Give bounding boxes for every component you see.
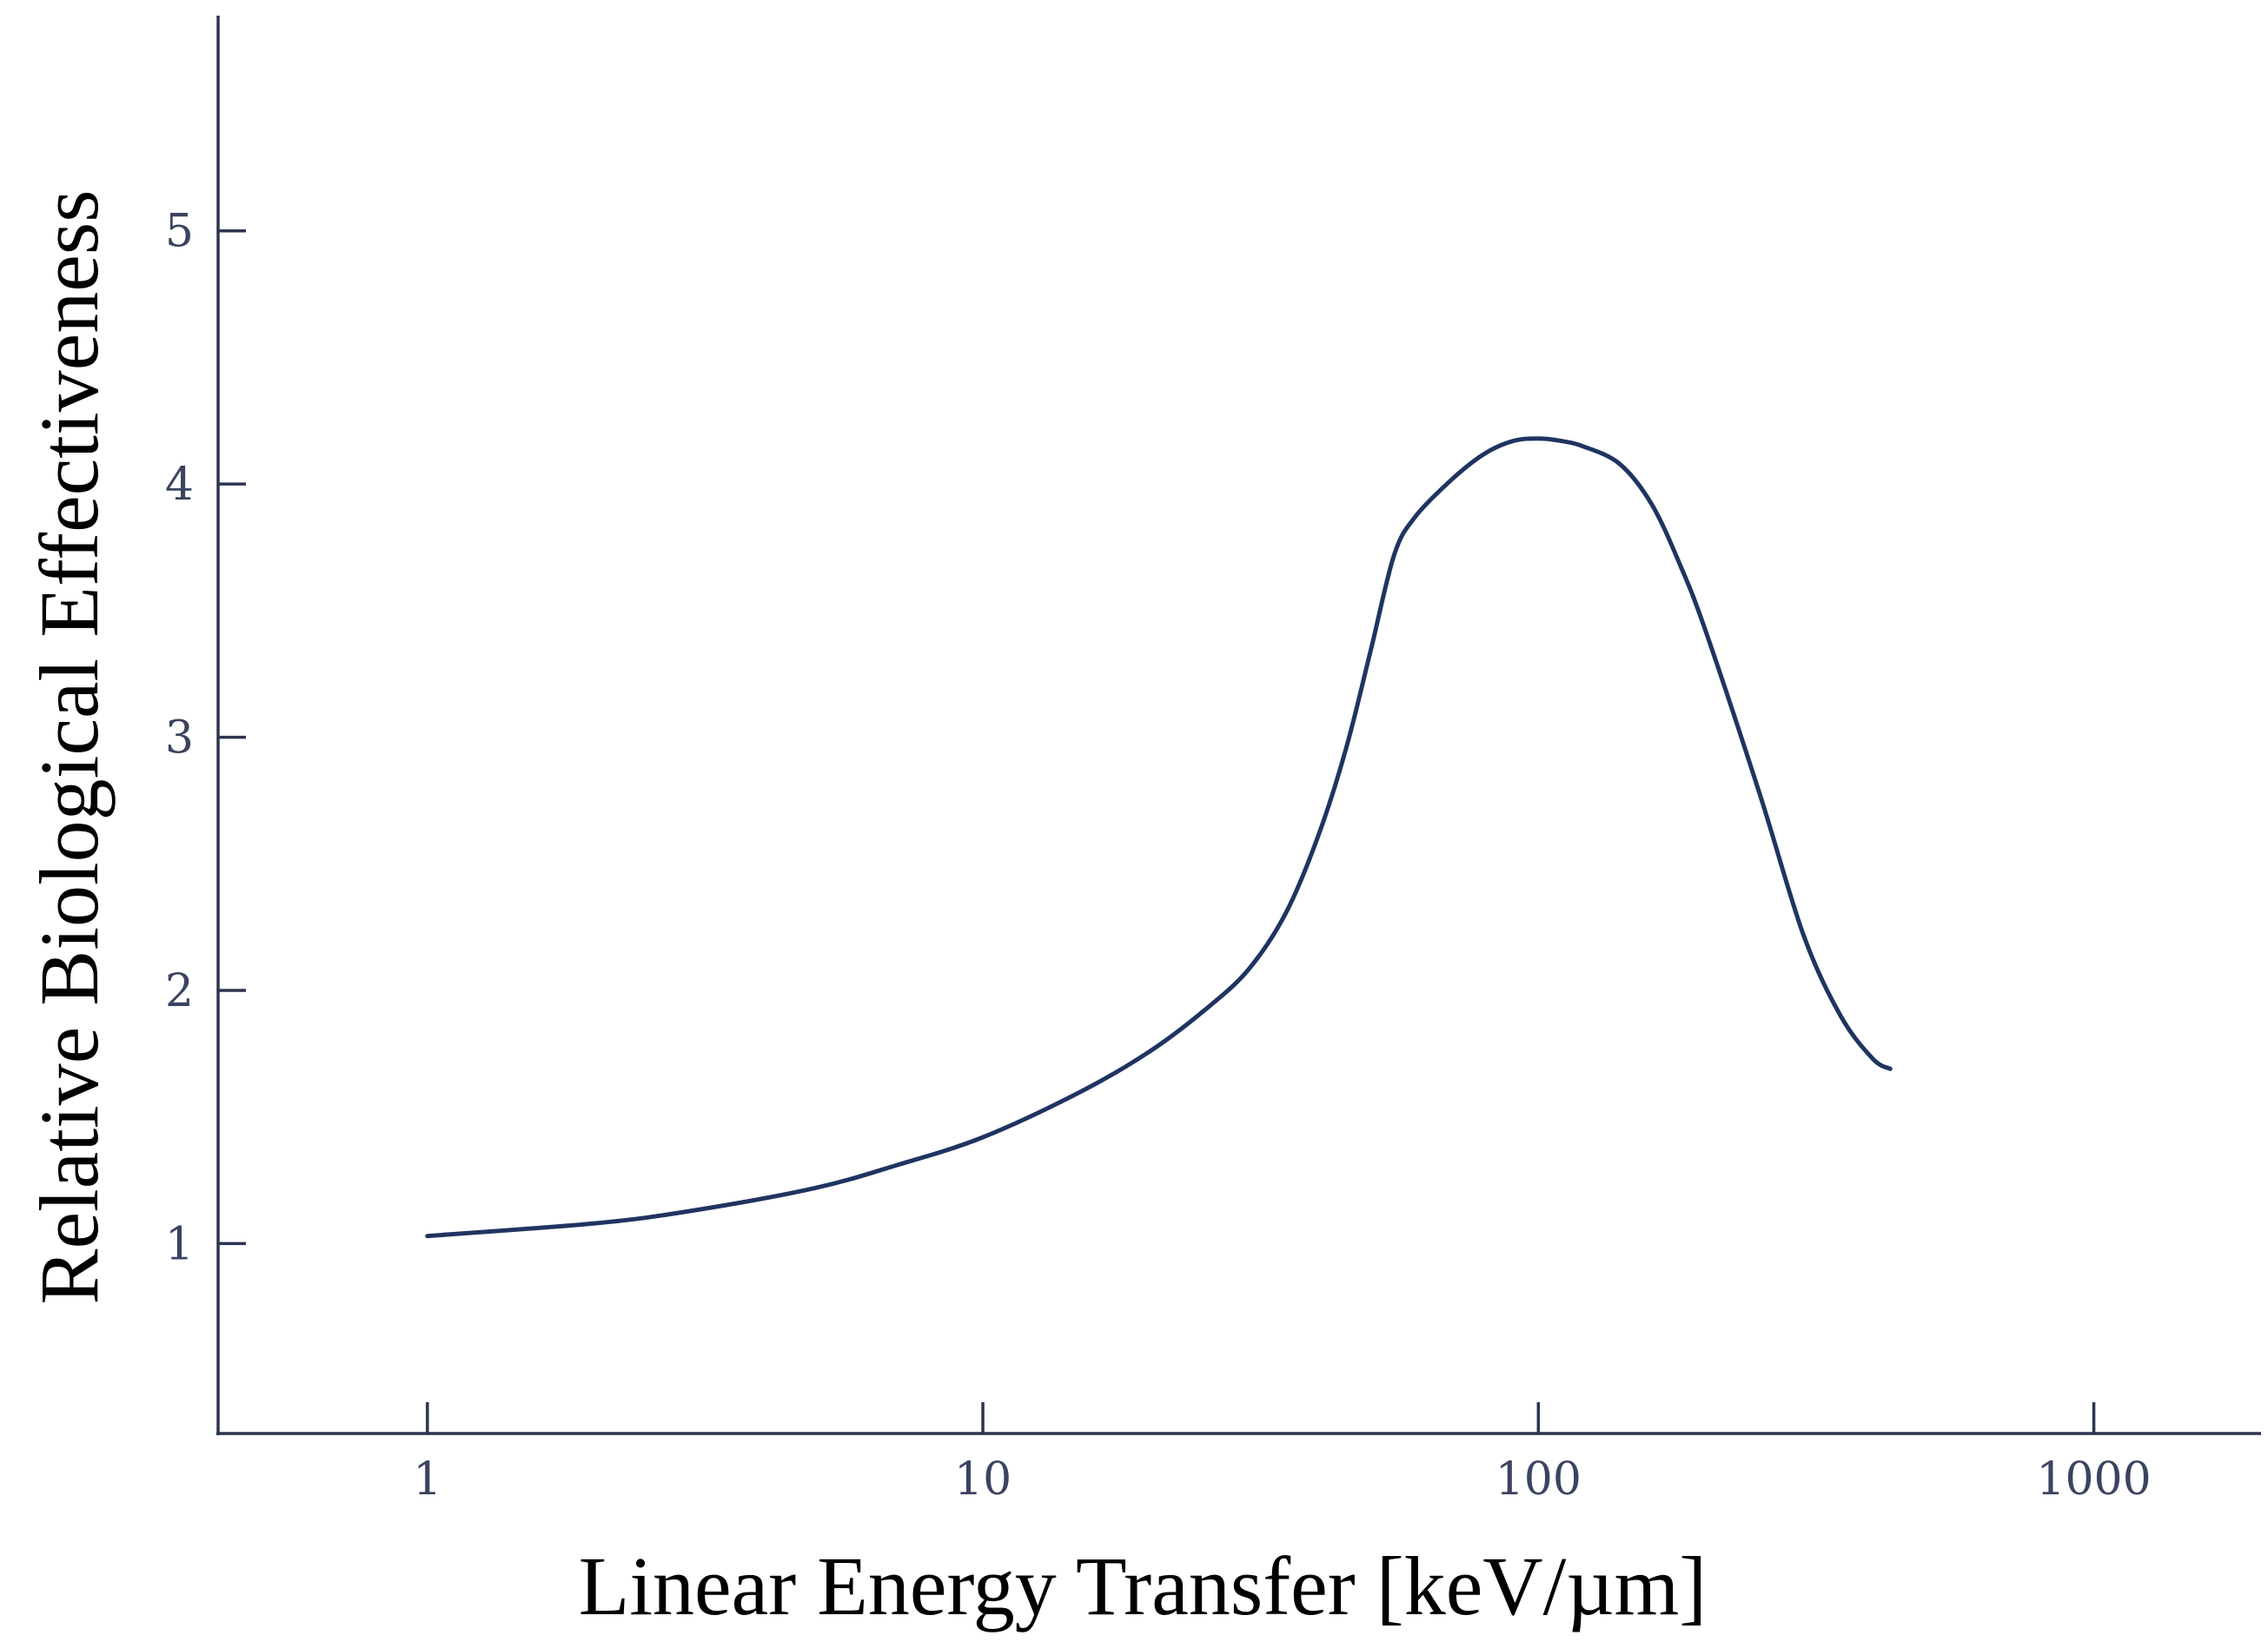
y-axis-ticks: 1 2 3 4 5 [165,206,246,1270]
x-tick-label-1000: 1000 [2036,1453,2151,1506]
y-axis-label: Relative Biological Effectiveness [23,189,116,1304]
y-tick-label-2: 2 [165,965,194,1017]
x-tick-label-1: 1 [413,1453,441,1506]
y-tick-label-4: 4 [165,459,194,511]
x-tick-label-100: 100 [1495,1453,1582,1506]
y-tick-label-3: 3 [165,712,194,765]
x-tick-label-10: 10 [954,1453,1011,1506]
rbe-curve [425,436,1893,1239]
x-axis-label: Linear Energy Transfer [keV/µm] [579,1539,1708,1632]
y-tick-label-5: 5 [165,206,194,258]
x-axis-ticks: 1 10 100 1000 [413,1402,2152,1506]
y-tick-label-1: 1 [165,1218,194,1270]
